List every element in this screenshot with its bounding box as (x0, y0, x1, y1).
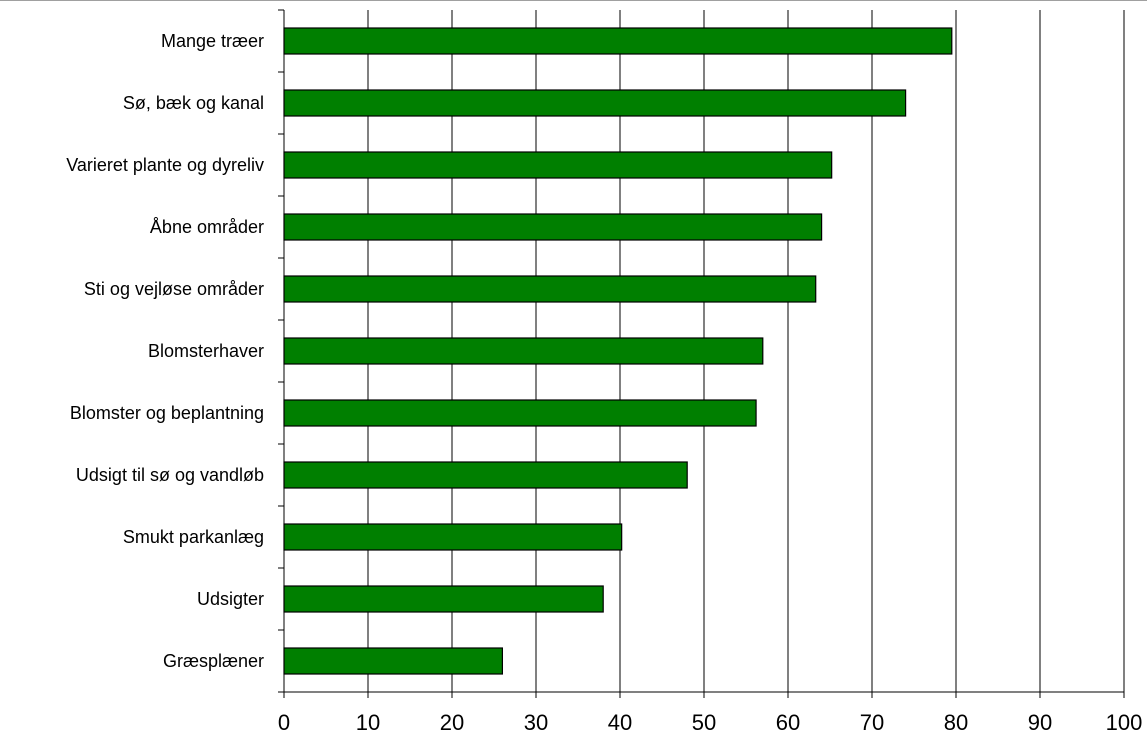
bar (283, 89, 907, 117)
bar (283, 461, 688, 489)
y-tick-label: Græsplæner (163, 651, 264, 671)
bar (283, 27, 953, 55)
bar (283, 275, 817, 303)
y-tick-label: Sti og vejløse områder (84, 279, 264, 299)
y-tick-label: Udsigt til sø og vandløb (76, 465, 264, 485)
y-tick-label: Blomsterhaver (148, 341, 264, 361)
bar (283, 399, 757, 427)
x-tick-label: 0 (278, 710, 290, 735)
y-tick-label: Varieret plante og dyreliv (66, 155, 264, 175)
bar (283, 337, 764, 365)
tick-labels: 0 10 20 30 40 50 60 70 80 90 100 Mange træer Sø, bæk… (66, 31, 1142, 735)
y-tick-label: Sø, bæk og kanal (123, 93, 264, 113)
bars (283, 27, 953, 675)
x-tick-label: 50 (692, 710, 716, 735)
bar (283, 585, 604, 613)
x-tick-label: 80 (944, 710, 968, 735)
bar (283, 213, 823, 241)
x-tick-label: 30 (524, 710, 548, 735)
x-tick-label: 20 (440, 710, 464, 735)
x-tick-label: 10 (356, 710, 380, 735)
x-tick-label: 100 (1106, 710, 1143, 735)
x-tick-label: 60 (776, 710, 800, 735)
axes (278, 9, 1125, 698)
bar (283, 647, 503, 675)
y-tick-label: Udsigter (197, 589, 264, 609)
y-tick-label: Mange træer (161, 31, 264, 51)
x-tick-label: 90 (1028, 710, 1052, 735)
chart-frame (0, 0, 1147, 8)
grid-lines (367, 10, 1125, 692)
x-tick-label: 40 (608, 710, 632, 735)
bar (283, 151, 833, 179)
y-tick-label: Åbne områder (150, 217, 264, 237)
x-tick-label: 70 (860, 710, 884, 735)
y-tick-label: Blomster og beplantning (70, 403, 264, 423)
y-tick-label: Smukt parkanlæg (123, 527, 264, 547)
bar (283, 523, 623, 551)
